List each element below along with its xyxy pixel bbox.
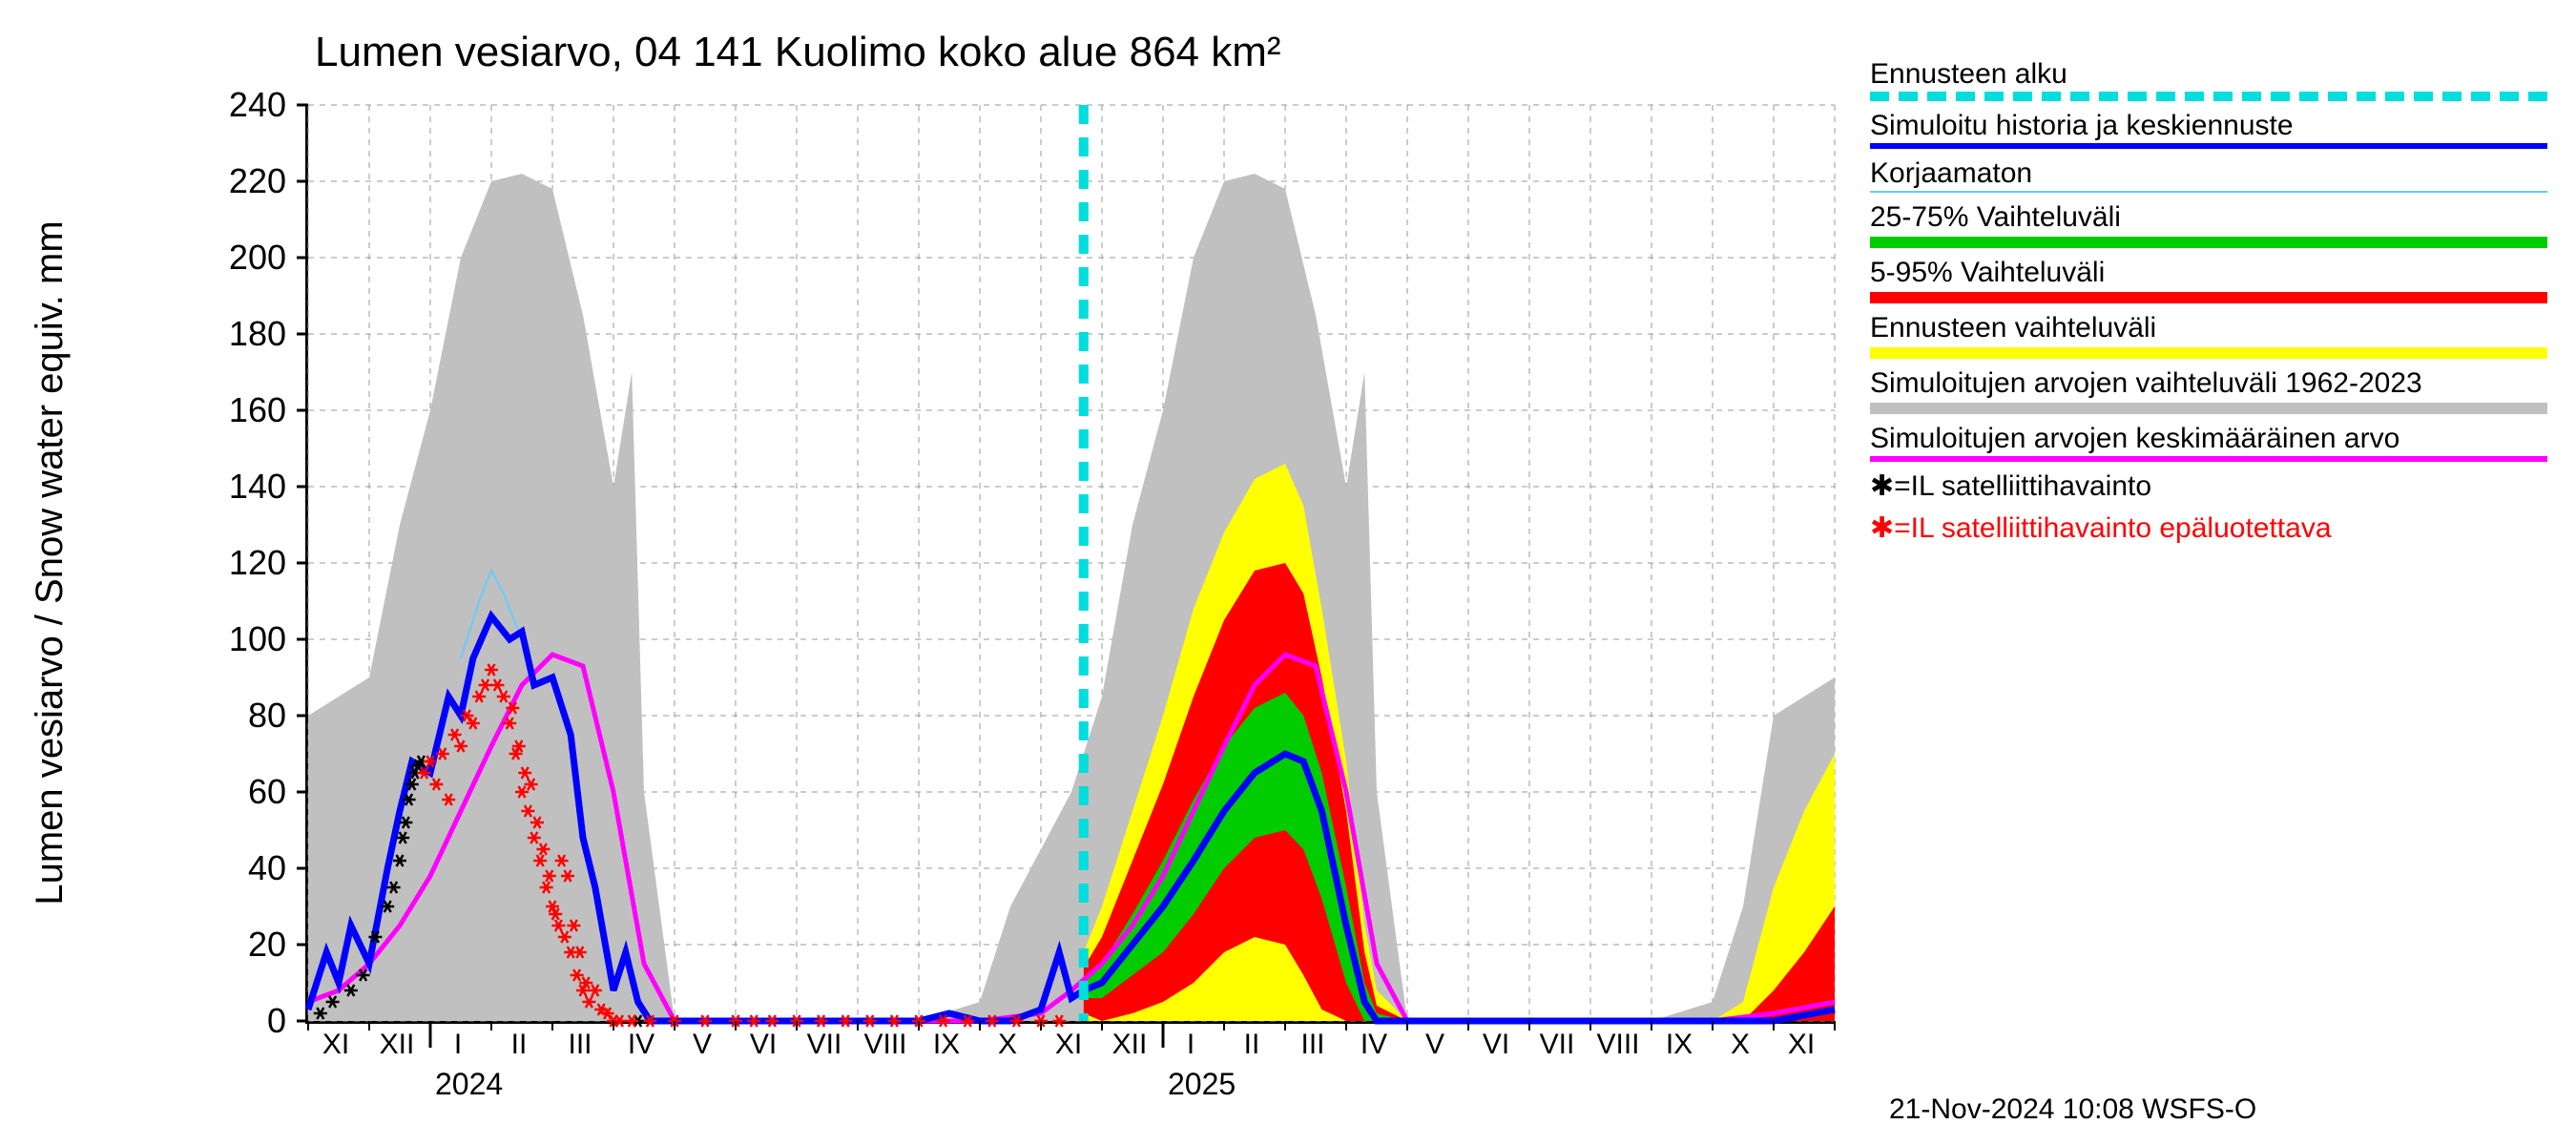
y-tick-label: 60 [0,772,286,812]
x-tick-label: XII [1112,1029,1148,1061]
legend-label: 25-75% Vaihteluväli [1870,200,2547,235]
legend-label: ✱=IL satelliittihavainto [1870,469,2547,504]
x-tick-label: IV [1361,1029,1387,1061]
x-tick-label: VI [750,1029,777,1061]
legend-label: Simuloitujen arvojen keskimääräinen arvo [1870,422,2547,456]
timestamp-label: 21-Nov-2024 10:08 WSFS-O [1889,1093,2256,1126]
x-tick-label: II [511,1029,528,1061]
y-tick-label: 140 [0,467,286,507]
legend-entry: Korjaamaton [1870,156,2547,193]
x-tick-label: X [1731,1029,1750,1061]
legend-entry: Ennusteen vaihteluväli [1870,311,2547,359]
x-tick-label: I [1187,1029,1195,1061]
y-tick-label: 120 [0,543,286,583]
y-tick-label: 180 [0,314,286,354]
x-tick-label: V [1425,1029,1444,1061]
legend-entry: Simuloitujen arvojen vaihteluväli 1962-2… [1870,366,2547,414]
legend-label: Simuloitu historia ja keskiennuste [1870,109,2547,143]
x-tick-label: IX [1666,1029,1693,1061]
x-tick-label: III [1300,1029,1324,1061]
legend-swatch [1870,292,2547,303]
legend-entry: ✱=IL satelliittihavainto [1870,469,2547,504]
legend-label: Ennusteen vaihteluväli [1870,311,2547,345]
x-tick-label: I [454,1029,462,1061]
chart-title: Lumen vesiarvo, 04 141 Kuolimo koko alue… [315,29,1281,76]
legend-entry: Ennusteen alku [1870,57,2547,101]
legend-swatch [1870,403,2547,414]
x-tick-label: V [693,1029,712,1061]
legend-label: 5-95% Vaihteluväli [1870,256,2547,290]
y-tick-label: 240 [0,85,286,125]
plot-area [305,105,1835,1024]
y-tick-label: 200 [0,238,286,278]
legend-swatch [1870,456,2547,462]
legend-entry: ✱=IL satelliittihavainto epäluotettava [1870,511,2547,546]
legend-swatch [1870,92,2547,101]
x-tick-label: VIII [863,1029,906,1061]
legend-entry: 25-75% Vaihteluväli [1870,200,2547,248]
legend-label: Simuloitujen arvojen vaihteluväli 1962-2… [1870,366,2547,401]
legend-entry: Simuloitujen arvojen keskimääräinen arvo [1870,422,2547,462]
y-tick-label: 0 [0,1001,286,1041]
legend-entry: 5-95% Vaihteluväli [1870,256,2547,303]
y-tick-label: 40 [0,848,286,888]
data-svg [308,105,1835,1021]
x-tick-label: X [998,1029,1017,1061]
legend-label: Ennusteen alku [1870,57,2547,92]
y-tick-label: 100 [0,619,286,659]
x-tick-label: XI [322,1029,349,1061]
x-tick-label: III [568,1029,592,1061]
year-label: 2025 [1168,1067,1236,1102]
x-tick-label: IX [933,1029,960,1061]
y-tick-label: 20 [0,925,286,965]
x-tick-label: II [1244,1029,1260,1061]
year-label: 2024 [435,1067,503,1102]
x-tick-label: VII [1540,1029,1575,1061]
x-tick-label: VIII [1596,1029,1639,1061]
legend-entry: Simuloitu historia ja keskiennuste [1870,109,2547,149]
legend: Ennusteen alku Simuloitu historia ja kesk… [1870,57,2547,553]
x-tick-label: XI [1788,1029,1815,1061]
legend-swatch [1870,347,2547,359]
legend-label: ✱=IL satelliittihavainto epäluotettava [1870,511,2547,546]
x-tick-label: XI [1055,1029,1082,1061]
legend-swatch [1870,191,2547,193]
x-tick-label: XII [380,1029,415,1061]
legend-swatch [1870,143,2547,149]
y-tick-label: 160 [0,390,286,430]
x-tick-label: VII [807,1029,842,1061]
y-tick-label: 80 [0,696,286,736]
legend-swatch [1870,237,2547,248]
legend-label: Korjaamaton [1870,156,2547,191]
x-tick-label: IV [628,1029,654,1061]
y-tick-label: 220 [0,161,286,201]
chart-container: Lumen vesiarvo, 04 141 Kuolimo koko alue… [0,0,2576,1145]
x-tick-label: VI [1483,1029,1509,1061]
